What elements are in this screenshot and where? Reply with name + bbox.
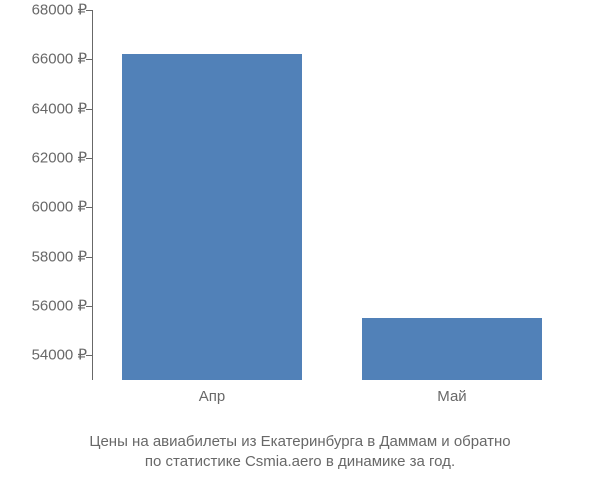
- x-tick-label: Май: [437, 388, 466, 405]
- y-tick-mark: [86, 257, 92, 258]
- y-tick-label: 60000 ₽: [7, 200, 87, 215]
- caption-line-2: по статистике Csmia.aero в динамике за г…: [145, 453, 455, 470]
- y-tick-mark: [86, 10, 92, 11]
- y-tick-mark: [86, 306, 92, 307]
- bar: [362, 318, 542, 380]
- y-tick-label: 56000 ₽: [7, 299, 87, 314]
- y-tick-label: 64000 ₽: [7, 101, 87, 116]
- x-tick-label: Апр: [199, 388, 225, 405]
- y-tick-label: 62000 ₽: [7, 151, 87, 166]
- y-axis-line: [92, 10, 93, 380]
- y-tick-label: 66000 ₽: [7, 52, 87, 67]
- y-tick-label: 58000 ₽: [7, 249, 87, 264]
- bar: [122, 54, 302, 380]
- y-tick-mark: [86, 355, 92, 356]
- y-tick-mark: [86, 109, 92, 110]
- y-tick-mark: [86, 59, 92, 60]
- chart-area: 54000 ₽56000 ₽58000 ₽60000 ₽62000 ₽64000…: [92, 10, 572, 405]
- y-tick-label: 54000 ₽: [7, 348, 87, 363]
- chart-caption: Цены на авиабилеты из Екатеринбурга в Да…: [0, 432, 600, 473]
- y-tick-label: 68000 ₽: [7, 3, 87, 18]
- caption-line-1: Цены на авиабилеты из Екатеринбурга в Да…: [89, 433, 510, 450]
- plot-area: 54000 ₽56000 ₽58000 ₽60000 ₽62000 ₽64000…: [92, 10, 572, 380]
- y-tick-mark: [86, 207, 92, 208]
- y-tick-mark: [86, 158, 92, 159]
